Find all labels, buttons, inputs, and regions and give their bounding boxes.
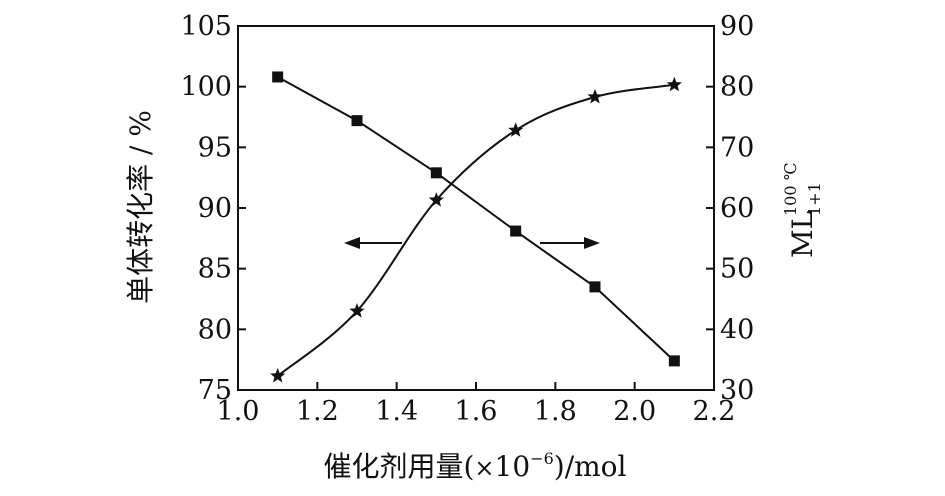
y-right-tick-label-2: 50 [720, 254, 754, 285]
x-tick-label-5: 2.0 [613, 396, 656, 427]
annotation-arrows [344, 237, 600, 249]
x-axis-title-base: 10 [495, 450, 531, 483]
series-0-line [277, 76, 675, 362]
x-tick-label-1: 1.2 [296, 396, 339, 427]
y-right-tick-label-5: 80 [720, 72, 754, 103]
series-1-line [277, 83, 675, 377]
x-tick-label-3: 1.6 [455, 396, 498, 427]
series-1-point-4 [587, 89, 603, 104]
y-left-tick-label-1: 80 [198, 314, 232, 345]
arrow-right-axis [540, 237, 600, 249]
tick-marks [237, 25, 715, 391]
series-1-star [270, 76, 682, 383]
series-0-point-5 [668, 355, 680, 367]
y-right-tick-label-6: 90 [720, 11, 754, 42]
series-1-point-0 [270, 368, 286, 383]
series-0-point-3 [510, 225, 522, 237]
tick-labels: 1.0 1.2 1.4 1.6 1.8 2.0 2.2 75 80 85 90 95 100 105 30 4… [180, 11, 754, 427]
series-1-point-3 [508, 122, 524, 137]
series-0-point-2 [430, 167, 442, 179]
x-tick-label-2: 1.4 [375, 396, 418, 427]
series-0-point-1 [351, 115, 363, 127]
arrow-right-head [584, 237, 600, 249]
right-axis-title: ML 100 ℃ 1+1 [781, 162, 824, 258]
y-right-tick-label-4: 70 [720, 132, 754, 163]
plot-frame [237, 25, 715, 391]
left-axis-title: 单体转化率 / % [124, 110, 157, 304]
x-axis-title-times: × [474, 454, 494, 482]
y-left-tick-label-0: 75 [198, 375, 232, 406]
x-axis-title-exponent: −6 [530, 449, 554, 468]
x-axis-title: 催化剂用量(×10−6)/mol [323, 449, 626, 483]
right-axis-title-sup: 100 ℃ [781, 162, 800, 216]
x-axis-title-main: 催化剂用量( [323, 450, 474, 483]
plot-border [237, 25, 715, 391]
y-right-tick-label-3: 60 [720, 193, 754, 224]
series-1-point-5 [666, 76, 682, 92]
y-left-tick-label-6: 105 [180, 11, 232, 42]
x-axis-title-tail: )/mol [554, 450, 627, 483]
right-axis-title-sub: 1+1 [805, 182, 824, 216]
x-tick-label-6: 2.2 [693, 396, 736, 427]
y-left-tick-label-4: 95 [198, 132, 232, 163]
arrow-left-head [344, 237, 360, 249]
y-left-tick-label-5: 100 [180, 72, 232, 103]
series-layer [270, 71, 682, 383]
right-axis-title-main: ML [786, 211, 819, 258]
series-0-point-0 [272, 71, 284, 83]
y-right-tick-label-1: 40 [720, 314, 754, 345]
x-tick-label-0: 1.0 [217, 396, 260, 427]
series-0-square [272, 71, 680, 367]
y-left-tick-label-3: 90 [198, 193, 232, 224]
series-1-point-2 [428, 192, 444, 207]
series-0-point-4 [589, 281, 601, 293]
y-right-tick-label-0: 30 [720, 375, 754, 406]
y-left-tick-label-2: 85 [198, 254, 232, 285]
x-tick-label-4: 1.8 [534, 396, 577, 427]
series-1-point-1 [349, 303, 365, 318]
arrow-left-axis [344, 237, 402, 249]
